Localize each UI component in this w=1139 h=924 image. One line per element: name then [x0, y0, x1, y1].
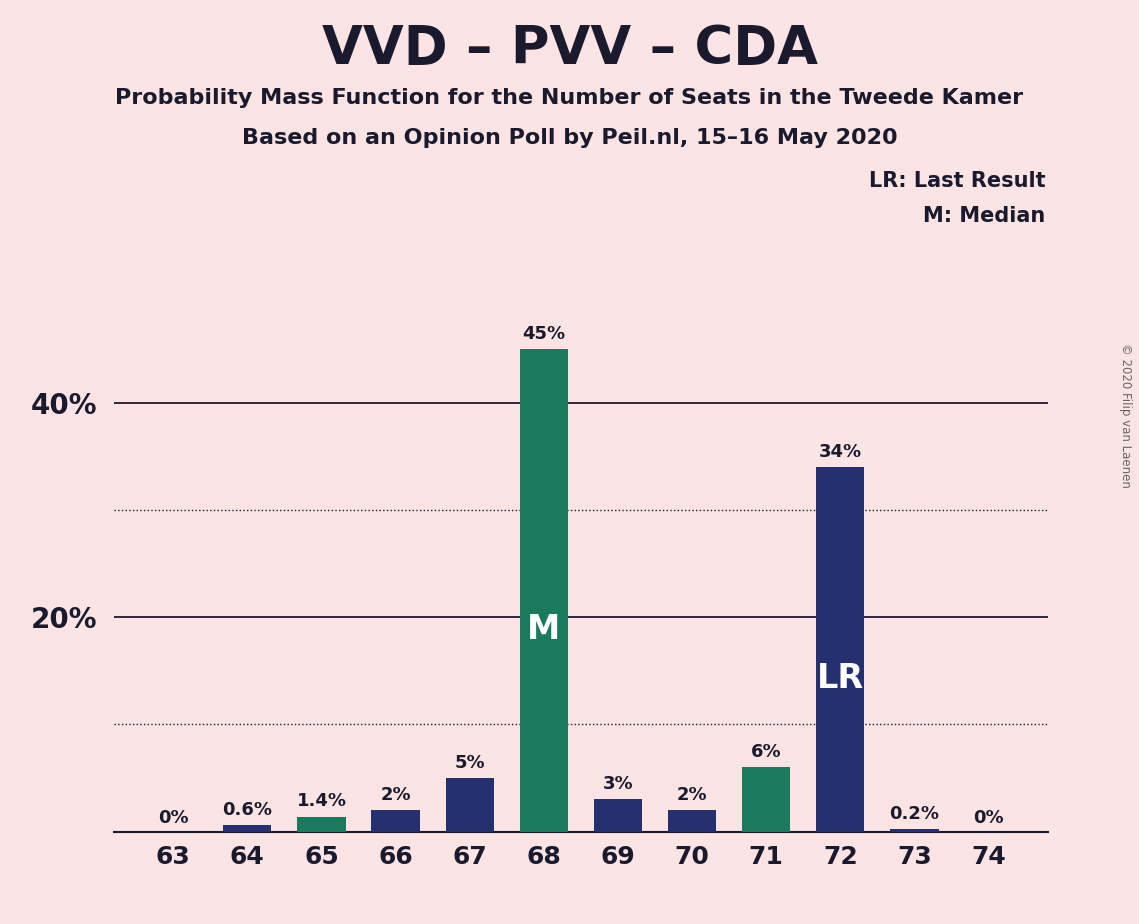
Text: 0%: 0%: [973, 809, 1003, 827]
Bar: [817, 468, 865, 832]
Text: 1.4%: 1.4%: [296, 792, 346, 810]
Text: © 2020 Filip van Laenen: © 2020 Filip van Laenen: [1118, 344, 1132, 488]
Text: 34%: 34%: [819, 443, 862, 461]
Bar: [371, 810, 419, 832]
Text: 3%: 3%: [603, 775, 633, 793]
Text: Probability Mass Function for the Number of Seats in the Tweede Kamer: Probability Mass Function for the Number…: [115, 88, 1024, 108]
Bar: [519, 349, 568, 832]
Bar: [667, 810, 716, 832]
Text: 2%: 2%: [677, 785, 707, 804]
Bar: [743, 767, 790, 832]
Text: 6%: 6%: [751, 743, 781, 760]
Bar: [445, 778, 494, 832]
Text: M: Median: M: Median: [924, 206, 1046, 226]
Bar: [297, 817, 345, 832]
Text: 5%: 5%: [454, 754, 485, 772]
Text: LR: LR: [817, 662, 863, 695]
Text: 0.6%: 0.6%: [222, 801, 272, 819]
Text: Based on an Opinion Poll by Peil.nl, 15–16 May 2020: Based on an Opinion Poll by Peil.nl, 15–…: [241, 128, 898, 148]
Bar: [593, 799, 642, 832]
Text: 2%: 2%: [380, 785, 411, 804]
Text: 0%: 0%: [158, 809, 189, 827]
Text: 45%: 45%: [523, 325, 565, 343]
Text: VVD – PVV – CDA: VVD – PVV – CDA: [321, 23, 818, 75]
Bar: [223, 825, 271, 832]
Text: LR: Last Result: LR: Last Result: [869, 171, 1046, 191]
Text: M: M: [527, 613, 560, 646]
Bar: [891, 830, 939, 832]
Text: 0.2%: 0.2%: [890, 805, 940, 823]
